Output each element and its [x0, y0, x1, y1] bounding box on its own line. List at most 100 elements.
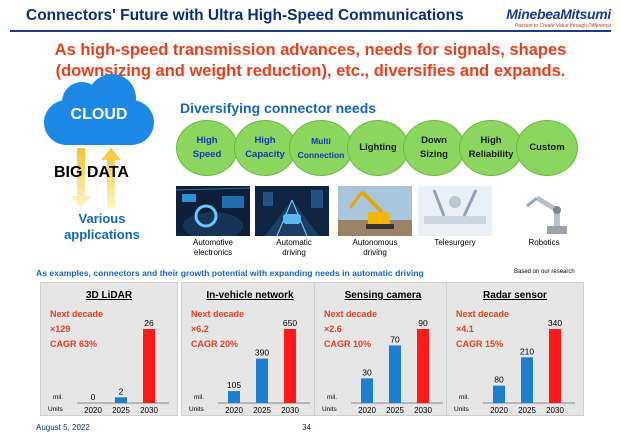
company-logo: MinebeaMitsumi Passion to Create Value t…: [506, 6, 611, 29]
data-label: 2: [119, 386, 124, 396]
stat-period: Next decade: [50, 309, 104, 319]
bar-2020: [228, 391, 240, 403]
chart-title: Radar sensor: [483, 290, 547, 301]
stat-cagr: CAGR 10%: [324, 339, 372, 349]
page-title: Connectors' Future with Ultra High-Speed…: [26, 7, 464, 24]
data-label: 210: [520, 346, 534, 356]
app-label-robotics: Robotics: [528, 238, 560, 247]
examples-caption: As examples, connectors and their growth…: [36, 268, 424, 278]
stat-multiplier: ×2.6: [324, 324, 342, 334]
logo-tagline: Passion to Create Value through Differen…: [514, 23, 611, 29]
app-label-automotive-electronics: Automotive electronics: [192, 238, 234, 257]
automotive-electronics-image: [176, 186, 250, 236]
headline-line-1: As high-speed transmission advances, nee…: [54, 41, 567, 59]
tick-label: 2025: [518, 406, 536, 415]
bar-2030: [284, 329, 296, 403]
unit-label: mil.: [459, 394, 469, 401]
tick-label: 2030: [414, 406, 432, 415]
bar-2030: [417, 329, 429, 403]
automatic-driving-image: [255, 186, 329, 236]
tick-label: 2030: [140, 406, 158, 415]
cloud-icon-base: [44, 100, 154, 145]
bar-2025: [256, 358, 268, 403]
headline-line-2: (downsizing and weight reduction), etc.,…: [55, 62, 566, 80]
stat-period: Next decade: [456, 309, 510, 319]
chart-panel-lidar: 3D LiDAR Next decade ×129 CAGR 63% mil. U…: [40, 282, 178, 416]
data-label: 390: [255, 348, 269, 358]
tick-label: 2020: [84, 406, 102, 415]
research-note: Based on our research: [514, 269, 575, 275]
bar-chart-lidar: mil. Units 0 2020 2 2025 26 2030: [48, 318, 169, 415]
cloud-label: CLOUD: [70, 106, 128, 123]
telesurgery-image: [418, 186, 492, 236]
app-label-autonomous-driving: Autonomous driving: [352, 238, 398, 257]
stat-multiplier: ×6.2: [191, 324, 209, 334]
bar-2025: [389, 345, 401, 403]
data-label: 80: [494, 375, 504, 385]
data-flow-arrows-icon: [71, 148, 121, 208]
need-high-capacity: High Capacity: [234, 120, 296, 176]
need-high-speed: High Speed: [176, 120, 238, 176]
data-label: 0: [91, 392, 96, 402]
stat-cagr: CAGR 20%: [191, 339, 239, 349]
tick-label: 2025: [386, 406, 404, 415]
chart-panel-sensing-camera: Sensing camera Next decade ×2.6 CAGR 10%…: [314, 282, 452, 416]
chart-panel-radar-sensor: Radar sensor Next decade ×4.1 CAGR 15% m…: [446, 282, 584, 416]
stat-multiplier: ×4.1: [456, 324, 474, 334]
robotics-image: [507, 186, 581, 236]
stat-cagr: CAGR 15%: [456, 339, 504, 349]
data-label: 26: [144, 318, 154, 328]
page-number: 34: [302, 423, 311, 432]
stat-period: Next decade: [324, 309, 378, 319]
chart-title: Sensing camera: [344, 290, 422, 301]
footer-date: August 5, 2022: [36, 423, 90, 432]
need-down-sizing: Down Sizing: [403, 120, 465, 176]
need-lighting: Lighting: [347, 120, 409, 176]
stat-multiplier: ×129: [50, 324, 71, 334]
data-label: 105: [227, 380, 241, 390]
unit-label: Units: [189, 406, 205, 413]
header-divider: [10, 30, 611, 32]
data-label: 340: [548, 318, 562, 328]
unit-label: Units: [454, 406, 470, 413]
tick-label: 2030: [546, 406, 564, 415]
bar-2020: [493, 385, 505, 403]
various-applications-label: Various applications: [64, 211, 140, 242]
unit-label: mil.: [327, 394, 337, 401]
unit-label: mil.: [194, 394, 204, 401]
bar-2020: [361, 378, 373, 403]
data-label: 70: [390, 334, 400, 344]
data-label: 30: [362, 367, 372, 377]
unit-label: mil.: [53, 394, 63, 401]
app-label-automatic-driving: Automatic driving: [276, 238, 312, 257]
stat-cagr: CAGR 63%: [50, 339, 98, 349]
need-multi-connection: Multi Connection: [289, 120, 353, 176]
bar-2025: [115, 397, 127, 403]
bar-2030: [143, 329, 155, 403]
app-label-telesurgery: Telesurgery: [434, 238, 476, 247]
unit-label: Units: [322, 406, 338, 413]
headline: As high-speed transmission advances, nee…: [0, 40, 621, 82]
tick-label: 2025: [112, 406, 130, 415]
tick-label: 2025: [253, 406, 271, 415]
chart-title: In-vehicle network: [206, 290, 294, 301]
data-label: 650: [283, 318, 297, 328]
tick-label: 2020: [358, 406, 376, 415]
tick-label: 2020: [225, 406, 243, 415]
stat-period: Next decade: [191, 309, 245, 319]
need-custom: Custom: [516, 120, 578, 176]
bar-chart-sensing-camera: mil. Units 30 2020 70 2025 90 2030: [322, 318, 443, 415]
bar-chart-in-vehicle-network: mil. Units 105 2020 390 2025 650 2030: [189, 318, 310, 415]
need-high-reliability: High Reliability: [459, 120, 523, 176]
bar-2030: [549, 329, 561, 403]
big-data-label: BIG DATA: [54, 164, 129, 181]
logo-name: MinebeaMitsumi: [506, 6, 611, 22]
unit-label: Units: [48, 406, 64, 413]
chart-panel-in-vehicle-network: In-vehicle network Next decade ×6.2 CAGR…: [181, 282, 319, 416]
autonomous-driving-image: [338, 186, 412, 236]
tick-label: 2030: [281, 406, 299, 415]
bar-2025: [521, 357, 533, 403]
bar-chart-radar-sensor: mil. Units 80 2020 210 2025 340 2030: [454, 318, 575, 415]
chart-title: 3D LiDAR: [85, 290, 133, 301]
needs-title: Diversifying connector needs: [180, 100, 377, 116]
